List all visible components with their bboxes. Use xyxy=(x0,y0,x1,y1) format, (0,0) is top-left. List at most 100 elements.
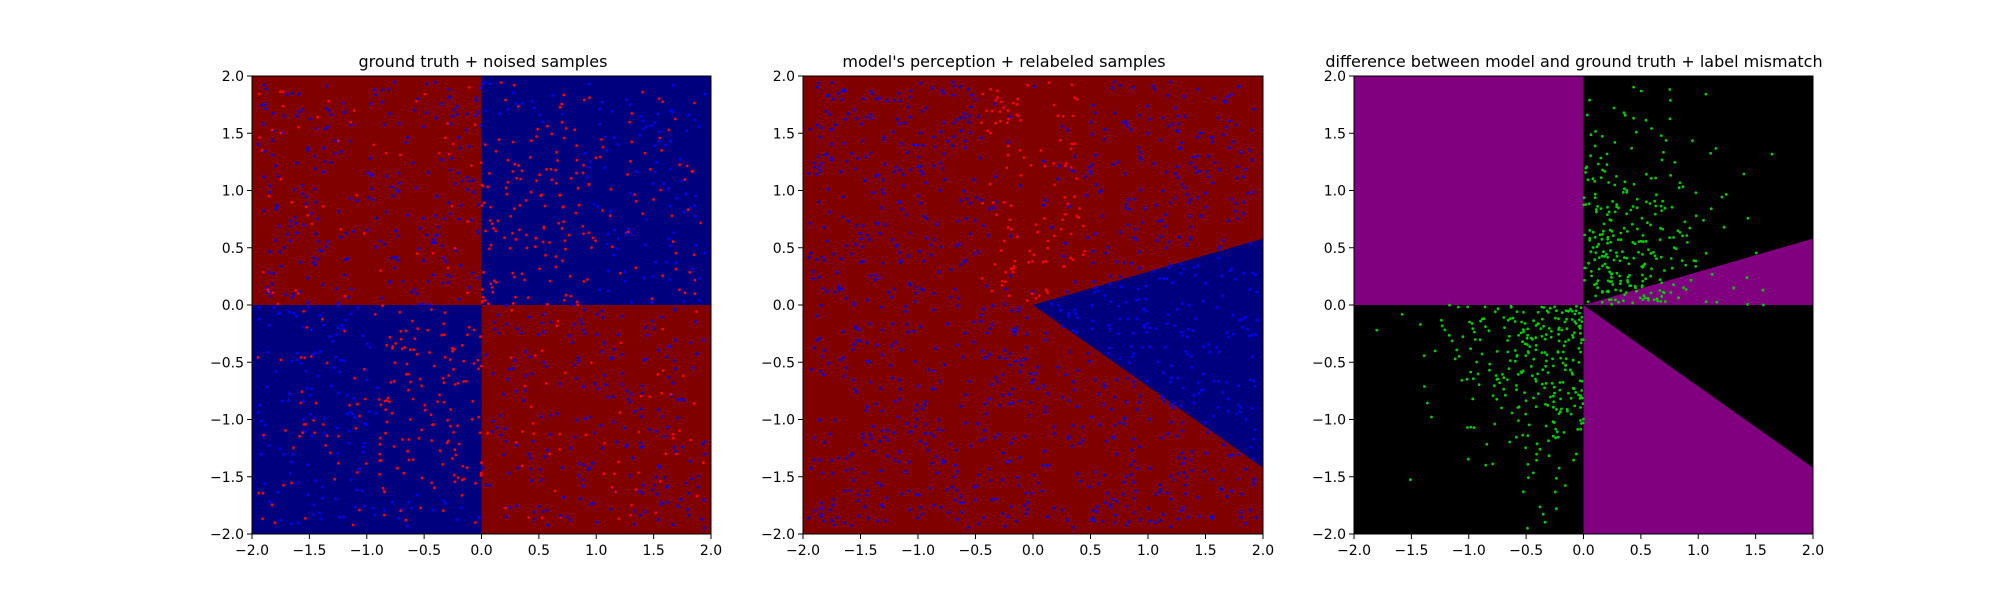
sample-point xyxy=(1440,324,1444,328)
sample-point xyxy=(1608,218,1612,222)
sample-point xyxy=(524,199,528,202)
sample-point xyxy=(346,295,350,299)
sample-point xyxy=(1019,358,1023,362)
sample-point xyxy=(818,458,822,462)
sample-point xyxy=(362,367,366,371)
sample-point xyxy=(1618,274,1621,278)
sample-point xyxy=(698,276,701,280)
sample-point xyxy=(896,415,900,419)
sample-point xyxy=(310,387,313,391)
sample-point xyxy=(813,509,817,513)
sample-point xyxy=(340,323,343,327)
sample-point xyxy=(1422,354,1426,357)
sample-point xyxy=(1668,117,1672,121)
sample-point xyxy=(1638,296,1642,300)
sample-point xyxy=(404,329,408,333)
sample-point xyxy=(518,228,521,232)
sample-point xyxy=(1126,223,1130,227)
sample-point xyxy=(535,179,538,183)
sample-point xyxy=(1239,510,1243,514)
sample-point xyxy=(962,112,966,115)
sample-point xyxy=(471,400,475,403)
sample-point xyxy=(994,99,998,102)
sample-point xyxy=(667,128,671,132)
sample-point xyxy=(637,471,640,475)
sample-point xyxy=(1630,146,1633,150)
sample-point xyxy=(1521,433,1525,437)
sample-point xyxy=(309,211,313,215)
sample-point xyxy=(1008,218,1012,222)
sample-point xyxy=(1117,332,1120,335)
sample-point xyxy=(515,443,519,447)
sample-point xyxy=(1237,85,1240,89)
sample-point xyxy=(973,219,977,223)
sample-point xyxy=(884,223,888,226)
sample-point xyxy=(1647,248,1650,252)
sample-point xyxy=(955,448,958,452)
sample-point xyxy=(1225,331,1228,335)
sample-point xyxy=(442,256,445,260)
sample-point xyxy=(870,116,873,120)
sample-point xyxy=(673,359,676,362)
sample-point xyxy=(516,466,520,470)
y-tick-label: 0.0 xyxy=(773,298,795,314)
sample-point xyxy=(656,408,660,412)
sample-point xyxy=(580,322,584,326)
x-tick-label: 2.0 xyxy=(1802,543,1824,559)
sample-point xyxy=(299,261,302,264)
sample-point xyxy=(1011,101,1015,105)
sample-point xyxy=(1448,303,1451,307)
sample-point xyxy=(835,271,839,274)
sample-point xyxy=(391,346,394,350)
sample-point xyxy=(535,135,538,138)
sample-point xyxy=(464,128,468,132)
sample-point xyxy=(1014,359,1018,363)
sample-point xyxy=(1652,298,1656,302)
sample-point xyxy=(397,234,401,238)
sample-point xyxy=(989,479,992,482)
sample-point xyxy=(1710,272,1714,276)
sample-point xyxy=(1709,151,1712,155)
sample-point xyxy=(641,491,644,495)
sample-point xyxy=(499,81,503,84)
sample-point xyxy=(931,86,934,90)
sample-point xyxy=(680,397,683,401)
sample-point xyxy=(1683,220,1687,224)
sample-point xyxy=(1478,338,1482,342)
sample-point xyxy=(952,93,955,97)
sample-point xyxy=(481,466,485,470)
sample-point xyxy=(1585,113,1589,117)
sample-point xyxy=(1052,103,1056,107)
sample-point xyxy=(1607,290,1610,294)
sample-point xyxy=(621,382,624,386)
sample-point xyxy=(548,241,551,244)
sample-point xyxy=(1207,175,1211,179)
sample-point xyxy=(474,96,478,100)
sample-point xyxy=(443,136,447,140)
y-tick-label: 0.5 xyxy=(222,241,244,257)
sample-point xyxy=(1166,94,1170,97)
sample-point xyxy=(865,405,869,409)
sample-point xyxy=(1133,459,1136,463)
sample-point xyxy=(1450,339,1454,343)
sample-point xyxy=(1252,107,1256,111)
sample-point xyxy=(1513,320,1517,323)
sample-point xyxy=(1175,434,1179,438)
x-tick-label: 1.0 xyxy=(1137,543,1159,559)
sample-point xyxy=(1115,378,1119,381)
sample-point xyxy=(1072,526,1076,529)
sample-point xyxy=(980,349,984,353)
sample-point xyxy=(1003,525,1007,528)
sample-point xyxy=(1614,298,1617,302)
sample-point xyxy=(828,211,832,214)
sample-point xyxy=(657,463,660,467)
sample-point xyxy=(865,489,869,493)
sample-point xyxy=(582,385,585,388)
sample-point xyxy=(1066,437,1070,441)
sample-point xyxy=(1183,115,1186,118)
sample-point xyxy=(976,422,979,425)
sample-point xyxy=(868,432,872,436)
y-tick-label: 1.5 xyxy=(1324,126,1346,142)
sample-point xyxy=(673,117,677,121)
sample-point xyxy=(1186,328,1190,331)
